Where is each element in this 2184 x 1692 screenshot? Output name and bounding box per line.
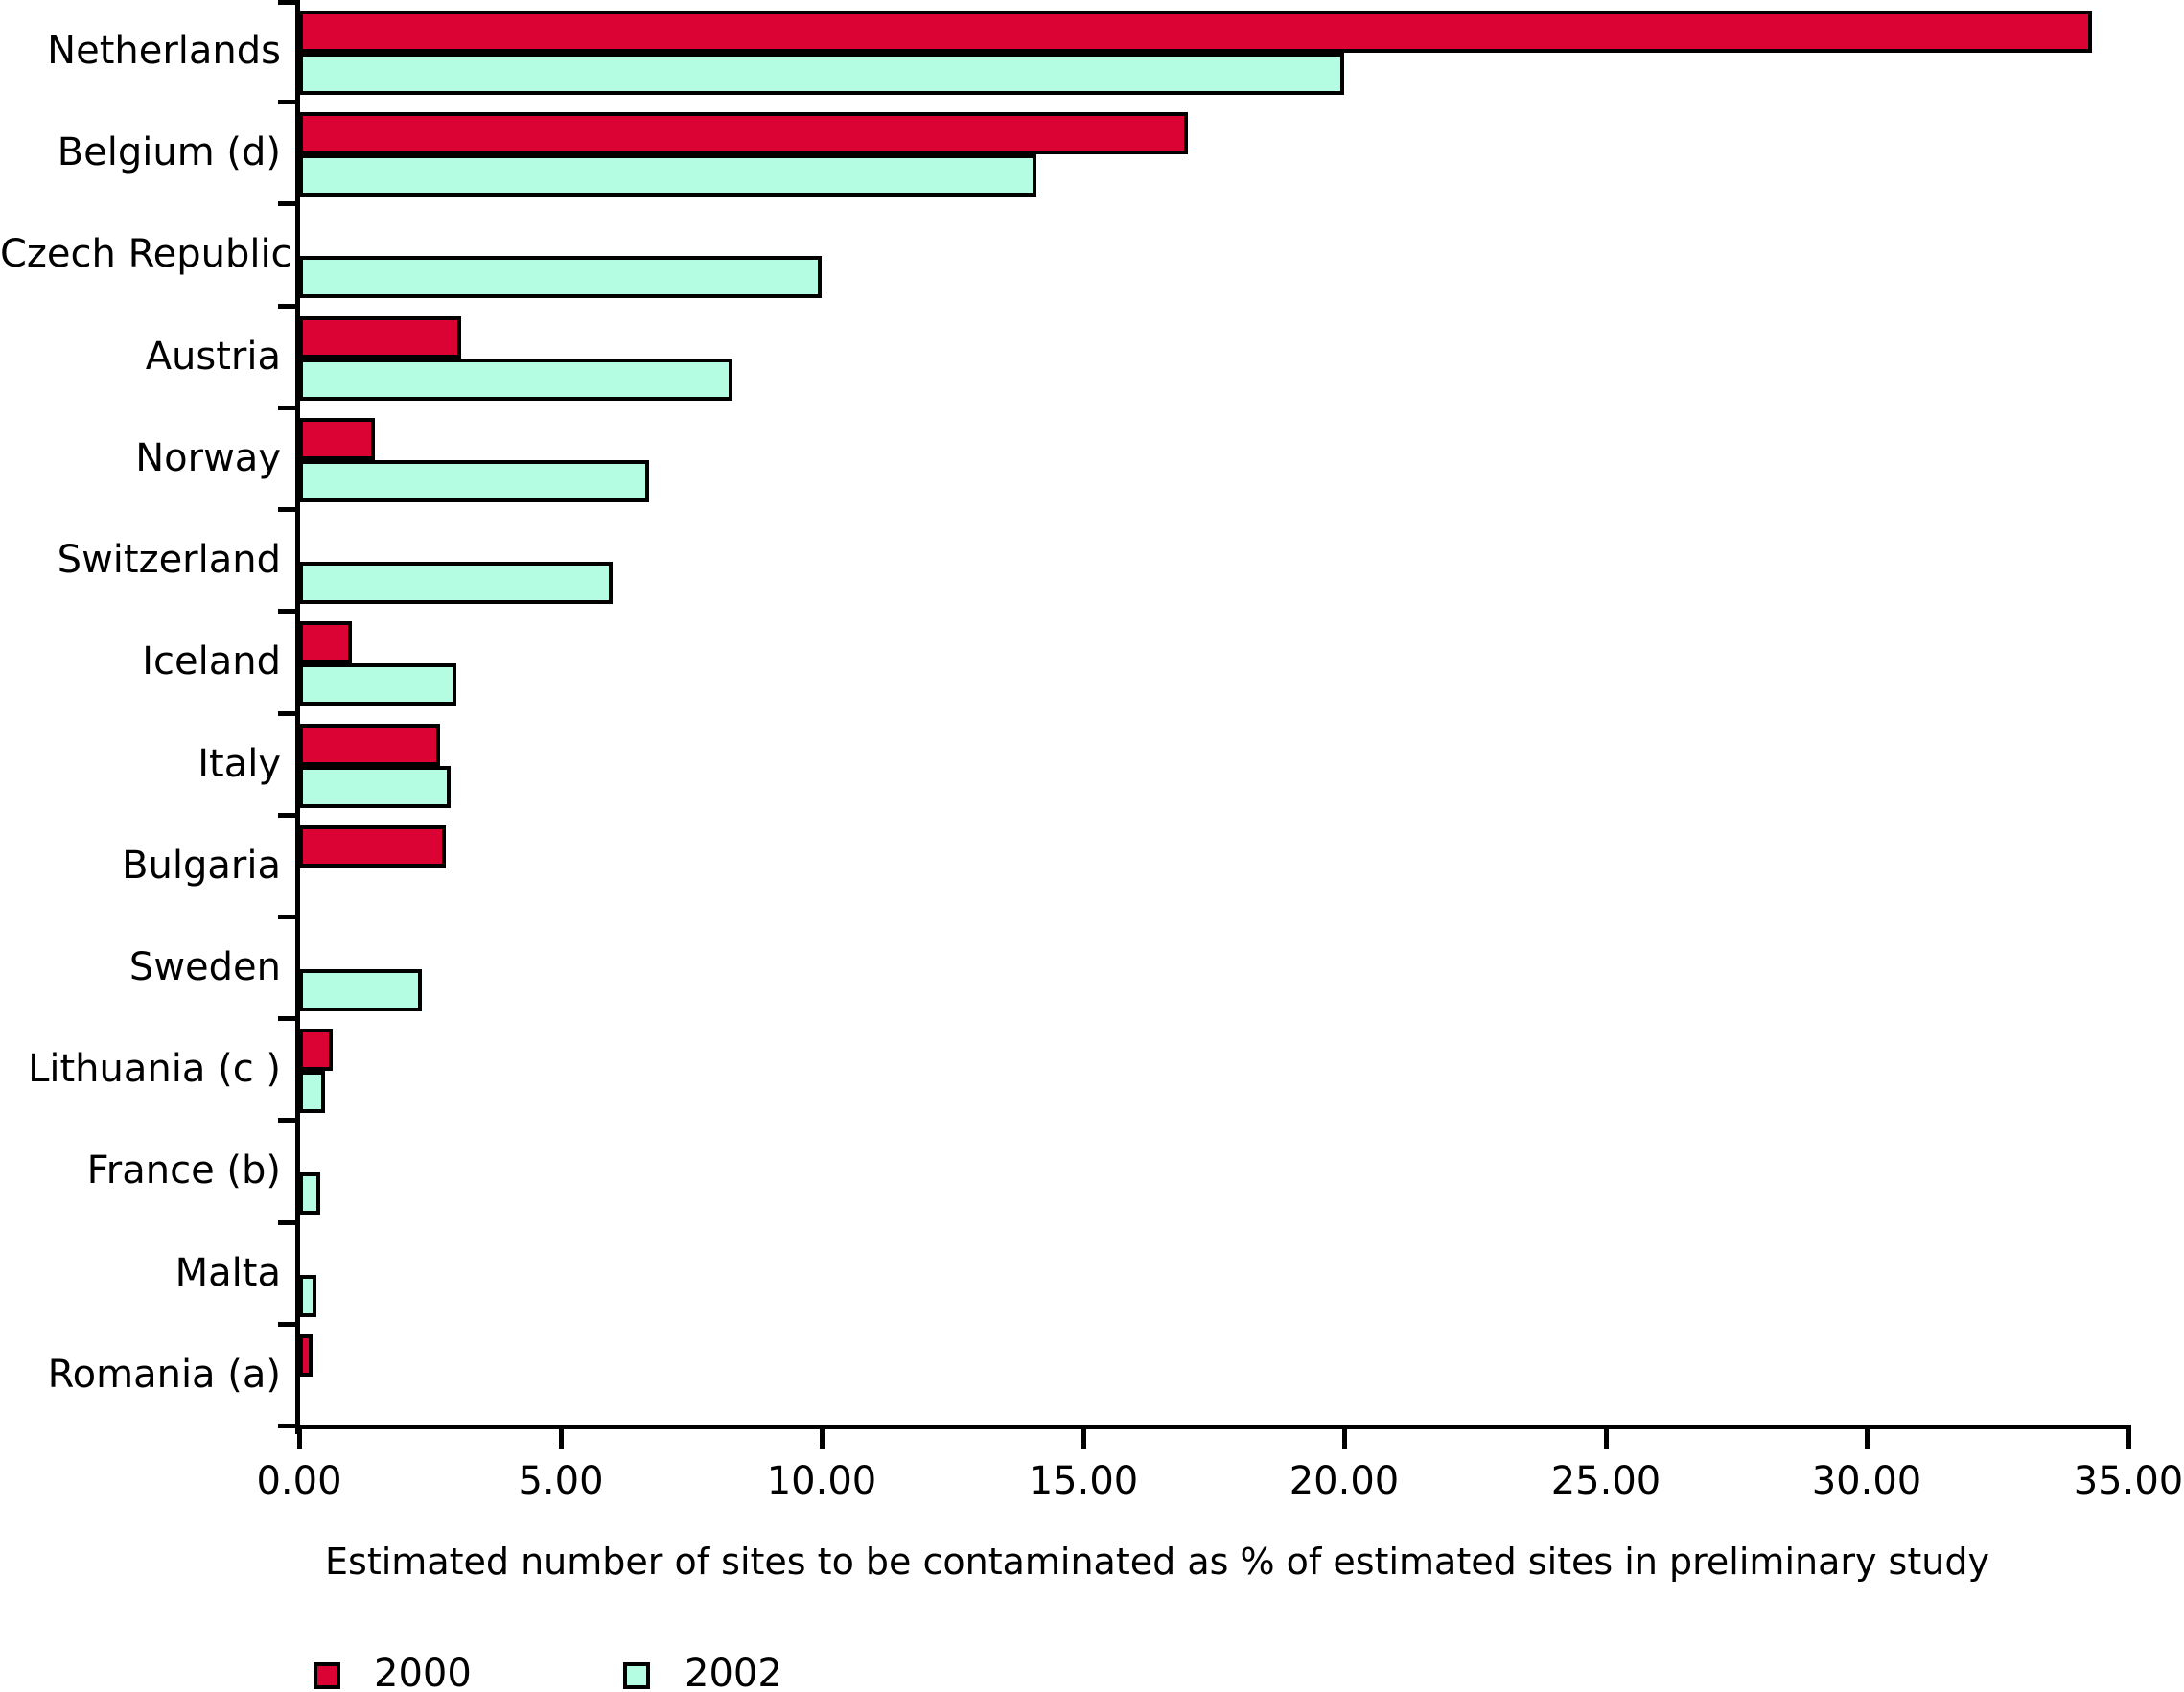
y-axis-line bbox=[295, 0, 300, 1434]
y-axis-tick bbox=[278, 813, 299, 818]
y-axis-tick bbox=[278, 1016, 299, 1021]
x-axis-tick bbox=[1865, 1425, 1870, 1449]
bar-2000-belgium-d bbox=[299, 112, 1188, 154]
y-axis-tick bbox=[278, 0, 299, 5]
category-label: Lithuania (c ) bbox=[28, 1047, 281, 1091]
x-axis-tick bbox=[2126, 1425, 2131, 1449]
x-tick-label: 10.00 bbox=[766, 1459, 877, 1503]
category-label: Norway bbox=[135, 436, 281, 480]
bar-2002-iceland bbox=[299, 663, 456, 706]
bar-2000-bulgaria bbox=[299, 825, 446, 868]
bar-2002-netherlands bbox=[299, 53, 1344, 95]
x-axis-tick bbox=[1081, 1425, 1086, 1449]
bar-2000-netherlands bbox=[299, 11, 2092, 53]
bar-2002-malta bbox=[299, 1275, 316, 1317]
x-axis-tick bbox=[1342, 1425, 1347, 1449]
x-tick-label: 0.00 bbox=[256, 1459, 342, 1503]
x-tick-label: 20.00 bbox=[1289, 1459, 1400, 1503]
category-label: Belgium (d) bbox=[57, 130, 281, 174]
y-axis-tick bbox=[278, 100, 299, 104]
x-tick-label: 25.00 bbox=[1550, 1459, 1661, 1503]
bar-2000-italy bbox=[299, 724, 440, 766]
bar-2002-switzerland bbox=[299, 562, 613, 604]
category-label: Romania (a) bbox=[47, 1353, 281, 1397]
y-axis-tick bbox=[278, 304, 299, 309]
y-axis-tick bbox=[278, 507, 299, 512]
legend-label-2002: 2002 bbox=[685, 1652, 782, 1692]
bar-2000-austria bbox=[299, 316, 461, 359]
y-axis-tick bbox=[278, 1118, 299, 1123]
bar-2002-sweden bbox=[299, 969, 422, 1011]
y-axis-tick bbox=[278, 1322, 299, 1327]
category-label: Bulgaria bbox=[122, 844, 281, 888]
x-tick-label: 30.00 bbox=[1811, 1459, 1922, 1503]
category-label: Switzerland bbox=[57, 538, 281, 582]
x-axis-tick bbox=[297, 1425, 302, 1449]
bar-2000-lithuania-c bbox=[299, 1029, 333, 1071]
bar-2002-czech-republic bbox=[299, 256, 822, 298]
legend-swatch-2000 bbox=[314, 1662, 340, 1689]
category-label: France (b) bbox=[86, 1148, 281, 1193]
bar-2002-lithuania-c bbox=[299, 1071, 325, 1113]
x-axis-title: Estimated number of sites to be contamin… bbox=[325, 1541, 1989, 1583]
x-tick-label: 35.00 bbox=[2073, 1459, 2184, 1503]
category-label: Italy bbox=[197, 742, 281, 786]
y-axis-tick bbox=[278, 1424, 299, 1428]
category-label: Iceland bbox=[142, 639, 281, 684]
category-label: Austria bbox=[145, 335, 281, 379]
y-axis-tick bbox=[278, 406, 299, 410]
x-axis-line bbox=[295, 1425, 2131, 1429]
bar-2002-belgium-d bbox=[299, 154, 1036, 197]
y-axis-tick bbox=[278, 609, 299, 614]
category-label: Malta bbox=[174, 1251, 281, 1295]
legend-label-2000: 2000 bbox=[374, 1652, 472, 1692]
x-axis-tick bbox=[820, 1425, 825, 1449]
y-axis-tick bbox=[278, 915, 299, 919]
y-axis-tick bbox=[278, 1220, 299, 1225]
y-axis-tick bbox=[278, 711, 299, 716]
bar-2002-austria bbox=[299, 359, 732, 401]
legend-swatch-2002 bbox=[623, 1662, 650, 1689]
bar-2002-france-b bbox=[299, 1172, 320, 1215]
bar-2000-romania-a bbox=[299, 1334, 313, 1377]
x-axis-tick bbox=[559, 1425, 564, 1449]
x-tick-label: 15.00 bbox=[1028, 1459, 1139, 1503]
bar-2002-italy bbox=[299, 766, 451, 808]
bar-2000-norway bbox=[299, 418, 375, 460]
x-tick-label: 5.00 bbox=[518, 1459, 604, 1503]
bar-2000-iceland bbox=[299, 621, 352, 663]
bar-2002-norway bbox=[299, 460, 649, 502]
category-label: Netherlands bbox=[47, 29, 281, 73]
category-label: Sweden bbox=[128, 945, 281, 989]
category-label: Czech Republic bbox=[0, 232, 292, 276]
x-axis-tick bbox=[1604, 1425, 1609, 1449]
y-axis-tick bbox=[278, 201, 299, 206]
